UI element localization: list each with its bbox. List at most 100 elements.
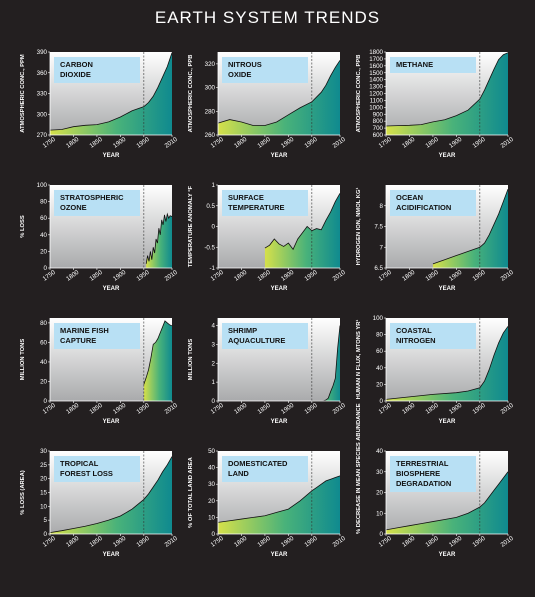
- y-axis-label: % LOSS: [20, 215, 26, 238]
- y-tick-label: 900: [373, 111, 384, 118]
- x-axis-label: YEAR: [438, 153, 456, 159]
- y-tick-label: 100: [37, 182, 48, 189]
- x-tick-label: 1900: [448, 535, 464, 549]
- x-tick-label: 1950: [135, 535, 151, 549]
- y-tick-label: 40: [376, 448, 383, 455]
- chart-title: STRATOSPHERIC OZONE: [54, 190, 140, 216]
- series-line: [49, 52, 173, 131]
- y-tick-label: 100: [373, 315, 384, 322]
- series-area: [50, 456, 172, 534]
- chart-panel-7: 0 20 40 60 80 1750 1800 1850 1900 1950 2010 MARINE …: [10, 318, 188, 454]
- series-line: [49, 456, 173, 534]
- x-tick-label: 1800: [233, 136, 249, 150]
- y-axis-label: HYDROGEN ION, NMOL KG¹: [356, 187, 362, 266]
- x-tick-label: 1800: [401, 535, 417, 549]
- y-tick-label: 1300: [369, 84, 383, 91]
- x-tick-label: 1800: [65, 402, 81, 416]
- y-tick-label: 3: [212, 341, 216, 348]
- series-line: [385, 471, 509, 531]
- chart-title: SURFACE TEMPERATURE: [222, 190, 308, 216]
- y-tick-label: 7: [380, 244, 384, 251]
- series-area: [218, 475, 340, 534]
- x-tick-label: 1950: [135, 402, 151, 416]
- chart-panel-12: 0 10 20 30 40 1750 1800 1850 1900 1950 2010 TERREST…: [346, 403, 524, 587]
- series-line: [217, 60, 341, 126]
- y-tick-label: 0: [44, 265, 48, 272]
- y-tick-label: 320: [205, 61, 216, 68]
- x-axis-label: YEAR: [270, 153, 288, 159]
- x-axis-label: YEAR: [270, 419, 288, 425]
- x-axis-label: YEAR: [102, 419, 120, 425]
- y-tick-label: 0: [212, 224, 216, 231]
- x-tick-label: 1850: [424, 402, 440, 416]
- x-tick-label: 1950: [135, 136, 151, 150]
- x-tick-label: 1900: [448, 269, 464, 283]
- x-axis-label: YEAR: [270, 552, 288, 558]
- chart-title: MARINE FISH CAPTURE: [54, 323, 140, 349]
- y-tick-label: 0: [380, 398, 384, 405]
- series-area: [143, 320, 172, 401]
- y-tick-label: 20: [376, 381, 383, 388]
- y-tick-label: 0.5: [206, 203, 215, 210]
- y-tick-label: 20: [40, 378, 47, 385]
- y-tick-label: 800: [373, 118, 384, 125]
- y-tick-label: 6.5: [374, 265, 383, 272]
- x-tick-label: 2010: [499, 269, 515, 283]
- y-tick-label: 30: [208, 481, 215, 488]
- x-tick-label: 1900: [280, 269, 296, 283]
- y-tick-label: 10: [208, 514, 215, 521]
- y-tick-label: 20: [40, 476, 47, 483]
- y-tick-label: 20: [376, 490, 383, 497]
- y-tick-label: 1700: [369, 56, 383, 63]
- y-tick-label: 300: [205, 85, 216, 92]
- x-tick-label: 1850: [88, 136, 104, 150]
- y-tick-label: 0: [212, 531, 216, 538]
- series-area: [386, 471, 508, 534]
- y-tick-label: 30: [376, 469, 383, 476]
- x-tick-label: 1950: [471, 402, 487, 416]
- x-axis-label: YEAR: [102, 153, 120, 159]
- x-tick-label: 1950: [471, 136, 487, 150]
- x-tick-label: 1900: [112, 402, 128, 416]
- series-area: [311, 325, 340, 401]
- x-tick-label: 2010: [499, 535, 515, 549]
- x-tick-label: 1900: [112, 269, 128, 283]
- series-line: [385, 52, 509, 127]
- chart-panel-5: -1 -0.5 0 0.5 1 1750 1800 1850 1900 1950 2010 SURFA…: [178, 182, 356, 321]
- x-tick-label: 1950: [471, 535, 487, 549]
- y-tick-label: 360: [37, 70, 48, 77]
- y-axis-label: ATMOSPHERIC CONC., PPB: [188, 54, 194, 133]
- y-tick-label: 700: [373, 125, 384, 132]
- x-axis-label: YEAR: [438, 286, 456, 292]
- x-axis-label: YEAR: [102, 552, 120, 558]
- x-tick-label: 1850: [424, 136, 440, 150]
- x-tick-label: 1850: [256, 136, 272, 150]
- y-tick-label: 1000: [369, 104, 383, 111]
- y-tick-label: 8: [380, 203, 384, 210]
- y-tick-label: 40: [208, 465, 215, 472]
- x-tick-label: 2010: [163, 535, 179, 549]
- x-tick-label: 1800: [233, 269, 249, 283]
- chart-title: TERRESTRIAL BIOSPHERE DEGRADATION: [390, 456, 476, 492]
- y-tick-label: 1500: [369, 70, 383, 77]
- x-tick-label: 1900: [112, 136, 128, 150]
- y-axis-label: MILLION TONS: [188, 338, 194, 381]
- y-tick-label: -0.5: [204, 244, 215, 251]
- y-tick-label: 80: [40, 199, 47, 206]
- y-axis-label: HUMAN N FLUX, MTONS YR¹: [356, 319, 362, 400]
- chart-panel-9: 0 20 40 60 80 100 1750 1800 1850 1900 1950 2010 COAS…: [346, 315, 524, 454]
- y-tick-label: 80: [40, 320, 47, 327]
- y-tick-label: 60: [40, 339, 47, 346]
- y-axis-label: % LOSS (AREA): [20, 470, 26, 515]
- y-tick-label: 1600: [369, 63, 383, 70]
- y-tick-label: 15: [40, 490, 47, 497]
- y-tick-label: 25: [40, 462, 47, 469]
- series-line: [143, 320, 173, 385]
- y-tick-label: 1200: [369, 91, 383, 98]
- x-tick-label: 1950: [135, 269, 151, 283]
- y-tick-label: 330: [37, 91, 48, 98]
- chart-panel-1: 270 300 330 360 390 1750 1800 1850 1900 1950 2010 C…: [10, 49, 188, 188]
- x-tick-label: 1900: [448, 136, 464, 150]
- series-area: [218, 60, 340, 135]
